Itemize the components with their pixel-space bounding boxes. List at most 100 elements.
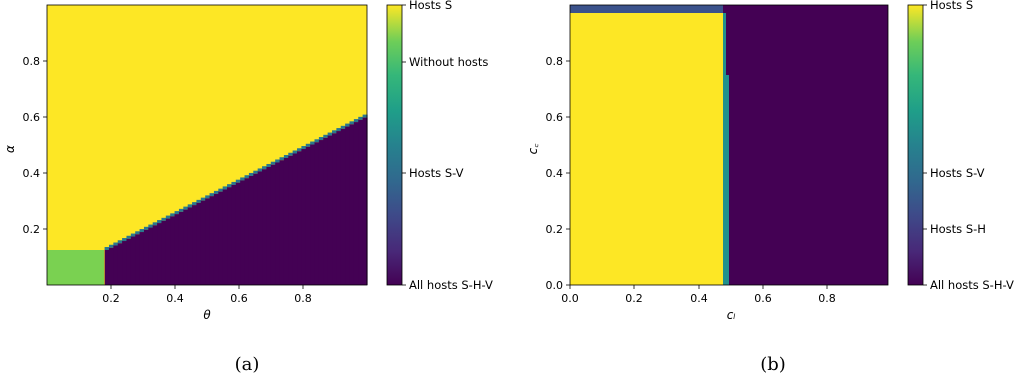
panel-a-boundary-band (192, 202, 198, 206)
panel-a-colorbar-label: All hosts S-H-V (409, 278, 493, 292)
panel-a-boundary-band (310, 141, 316, 145)
panel-a-boundary-band (292, 150, 298, 154)
panel-a-colorbar-label: Hosts S (409, 0, 452, 12)
panel-b-plot-frame (569, 4, 889, 286)
panel-a-boundary-band (117, 240, 123, 244)
panel-a-region-cell (108, 247, 114, 285)
panel-a-boundary-band (196, 199, 202, 203)
panel-b-xtick: 0.8 (818, 292, 836, 305)
panel-a-boundary-band (253, 170, 259, 174)
panel-a-region-cell (270, 164, 276, 285)
panel-b-xtick: 0.6 (754, 292, 772, 305)
panel-a-region-cell (358, 119, 364, 285)
panel-a-boundary-band (161, 217, 167, 221)
panel-a-boundary-band (323, 134, 329, 138)
panel-b-region-hosts-s-v-upper (723, 13, 726, 75)
panel-a-region-cell (283, 157, 289, 285)
panel-a-boundary-band (139, 229, 145, 233)
panel-a-boundary-band (126, 235, 132, 239)
panel-b-xtick: 0.2 (625, 292, 643, 305)
panel-a-region-cell (253, 173, 259, 285)
panel-a-region-cell (200, 200, 206, 285)
panel-b-colorbar-label: All hosts S-H-V (930, 278, 1014, 292)
panel-a-region-cell (152, 225, 158, 285)
panel-a-region-cell (113, 245, 119, 285)
panel-a-region-cell (340, 128, 346, 285)
panel-a-region-cell (213, 193, 219, 285)
panel-a-region-cell (332, 133, 337, 285)
panel-a-region-cell (323, 137, 329, 285)
panel-a-region-cell (262, 169, 268, 285)
panel-a-ylabel: α (3, 145, 17, 153)
panel-a-region-cell (336, 131, 342, 285)
panel-a-boundary-band (157, 220, 163, 224)
panel-a-boundary-band (200, 197, 206, 201)
panel-a-boundary-band (235, 179, 241, 183)
panel-a-region-cell (248, 175, 254, 285)
panel-a-region-cell (205, 198, 211, 285)
panel-a-boundary-band (183, 206, 189, 210)
panel-b-region-hosts-s-h (570, 5, 723, 13)
panel-a-ytick: 0.6 (23, 111, 41, 124)
panel-a-region-cell (292, 153, 298, 285)
panel-b-y-axis: 0.0 0.2 0.4 0.6 0.8 c꜀ (526, 55, 570, 292)
panel-a-region-cell (130, 236, 136, 285)
panel-a-boundary-band (135, 231, 141, 235)
panel-a-boundary-band (130, 233, 136, 237)
panel-a-boundary-band (205, 195, 211, 199)
panel-a-xtick: 0.2 (102, 292, 120, 305)
panel-a-region-cell (227, 187, 233, 285)
panel-a-boundary-band (104, 247, 110, 250)
panel-a-region-cell (362, 117, 368, 286)
panel-a-region-cell (297, 151, 302, 285)
panel-a-region-cell (231, 184, 237, 285)
panel-a-xtick: 0.4 (166, 292, 184, 305)
panel-a-region-cell (266, 166, 272, 285)
panel-a-region-without-hosts (47, 250, 104, 285)
panel-a-boundary-band (152, 222, 158, 226)
panel-a-boundary-band (345, 123, 351, 127)
panel-a-region-cell (143, 229, 149, 285)
panel-a-boundary-band (178, 208, 184, 212)
panel-a-region-cell (170, 216, 176, 285)
panel-a-region-cell (279, 160, 285, 285)
panel-a-region-cell (240, 180, 246, 285)
panel-a-boundary-band (174, 211, 180, 215)
panel-a-boundary-band (266, 163, 272, 167)
panel-b-xtick: 0.0 (561, 292, 579, 305)
panel-a-boundary-band (275, 159, 281, 163)
panel-a-boundary-band (244, 175, 250, 179)
panel-a-ytick: 0.4 (23, 167, 41, 180)
panel-a-boundary-band (213, 190, 219, 194)
panel-a-region-cell (174, 214, 180, 285)
panel-a-boundary-band (283, 154, 289, 158)
panel-a-region-cell (117, 243, 123, 285)
panel-a-xlabel: θ (203, 308, 211, 322)
panel-a-region-cell (257, 171, 263, 285)
panel-a-region-cell (209, 196, 215, 285)
panel-a-region-cell (148, 227, 154, 285)
panel-a-boundary-band (218, 188, 224, 192)
panel-a-colorbar-label: Without hosts (409, 55, 488, 69)
panel-a-region-cell (310, 144, 316, 285)
panel-a-region-cell (196, 202, 202, 285)
panel-a-boundary-band (301, 146, 307, 150)
panel-a-region-cell (187, 207, 193, 285)
panel-a-region-cell (349, 124, 355, 285)
panel-a-boundary-band (165, 215, 171, 219)
panel-a-boundary-band (248, 172, 254, 176)
panel-a-region-cell (183, 209, 189, 285)
panel-a-region-cell (305, 146, 311, 285)
panel-b-ytick: 0.6 (546, 111, 564, 124)
panel-a-boundary-band (148, 224, 154, 228)
panel-a-boundary-band (170, 213, 176, 217)
panel-a-region-cell (314, 142, 320, 285)
panel-a-boundary-band (270, 161, 276, 165)
panel-a-region-cell (135, 234, 141, 285)
panel-a-boundary-band (332, 130, 337, 134)
panel-a-y-axis: 0.2 0.4 0.6 0.8 α (3, 55, 47, 236)
panel-a-boundary-band (262, 166, 268, 170)
panel-a-boundary-band (297, 148, 302, 152)
panel-a-ytick: 0.2 (23, 223, 41, 236)
